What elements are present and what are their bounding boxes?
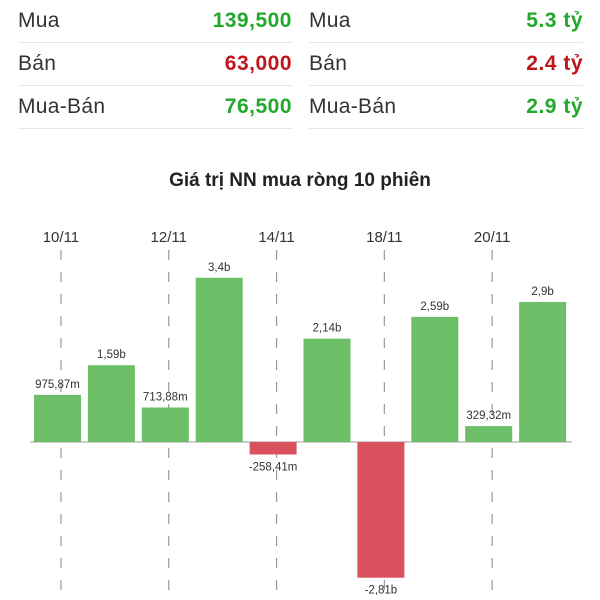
net-volume-value: 76,500 — [224, 95, 292, 118]
buy-label: Mua — [18, 9, 60, 32]
net-value-amount: 2.9 tỷ — [526, 95, 583, 118]
stats-panel: Mua 139,500 Bán 63,000 Mua-Bán 76,500 Mu… — [0, 0, 600, 132]
stats-row-net-volume: Mua-Bán 76,500 — [18, 86, 292, 129]
x-tick-label: 14/11 — [258, 229, 294, 246]
bar — [357, 442, 405, 578]
x-tick-label: 10/11 — [43, 229, 79, 246]
data-label: 329,32m — [466, 410, 511, 422]
data-label: 713,88m — [143, 392, 188, 404]
data-label: -258,41m — [249, 461, 298, 473]
bar — [141, 407, 189, 442]
stats-value-column: Mua 5.3 tỷ Bán 2.4 tỷ Mua-Bán 2.9 tỷ — [309, 0, 583, 132]
data-label: 1,59b — [97, 349, 126, 361]
buy-label: Mua — [309, 9, 351, 32]
buy-value-amount: 5.3 tỷ — [526, 9, 583, 32]
stats-row-buy-value: Mua 5.3 tỷ — [309, 0, 583, 43]
stats-row-sell-volume: Bán 63,000 — [18, 43, 292, 86]
bar — [411, 316, 459, 442]
stats-volume-column: Mua 139,500 Bán 63,000 Mua-Bán 76,500 — [18, 0, 292, 132]
data-label: 3,4b — [208, 262, 230, 274]
stats-row-sell-value: Bán 2.4 tỷ — [309, 43, 583, 86]
bar — [519, 301, 567, 442]
sell-value-amount: 2.4 tỷ — [526, 52, 583, 75]
x-tick-label: 18/11 — [366, 229, 402, 246]
x-tick-label: 12/11 — [151, 229, 187, 246]
stats-row-net-value: Mua-Bán 2.9 tỷ — [309, 86, 583, 129]
x-tick-label: 20/11 — [474, 229, 510, 246]
buy-volume-value: 139,500 — [212, 9, 292, 32]
bar — [34, 394, 81, 442]
data-label: 2,9b — [531, 286, 553, 298]
sell-label: Bán — [309, 52, 348, 75]
data-label: 975,87m — [35, 379, 80, 391]
sell-volume-value: 63,000 — [224, 52, 292, 75]
bar — [87, 365, 135, 442]
bar — [249, 442, 297, 455]
net-label: Mua-Bán — [18, 95, 106, 118]
chart-title: Giá trị NN mua ròng 10 phiên — [169, 170, 431, 191]
bar — [195, 277, 243, 442]
bar — [465, 426, 513, 442]
data-label: 2,14b — [313, 323, 342, 335]
sell-label: Bán — [18, 52, 57, 75]
stats-row-buy-volume: Mua 139,500 — [18, 0, 292, 43]
bar — [303, 338, 351, 442]
net-label: Mua-Bán — [309, 95, 397, 118]
data-label: -2,81b — [365, 585, 398, 597]
data-label: 2,59b — [420, 301, 449, 313]
